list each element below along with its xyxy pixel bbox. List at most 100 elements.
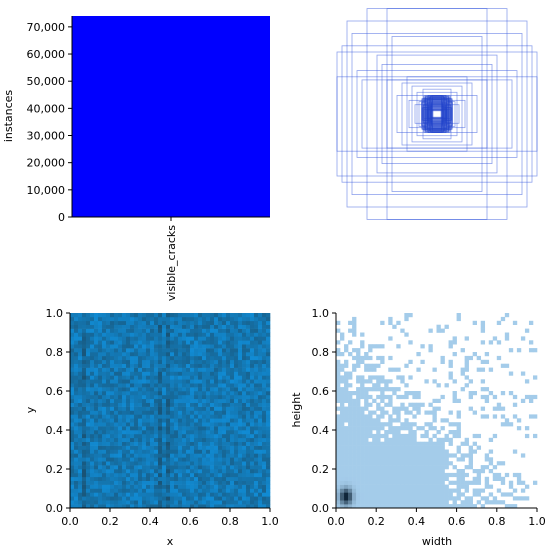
xy-heatmap-cell — [122, 500, 127, 505]
xy-heatmap-cell — [138, 441, 143, 446]
xy-heatmap-cell — [110, 387, 115, 392]
xy-heatmap-cell — [258, 461, 263, 466]
xy-heatmap-cell — [194, 410, 199, 415]
wh-heatmap-cell — [416, 476, 421, 481]
xy-heatmap-cell — [114, 313, 119, 318]
xy-heatmap-cell — [194, 367, 199, 372]
xy-heatmap-cell — [186, 379, 191, 384]
wh-heatmap-cell — [404, 476, 409, 481]
xy-heatmap-cell — [162, 414, 167, 419]
wh-heatmap-cell — [412, 484, 417, 489]
xy-heatmap-cell — [170, 461, 175, 466]
xy-heatmap-cell — [186, 320, 191, 325]
xy-heatmap-cell — [234, 313, 239, 318]
xy-heatmap-cell — [150, 328, 155, 333]
xy-heatmap-cell — [198, 449, 203, 454]
xy-heatmap-cell — [118, 348, 123, 353]
xy-heatmap-cell — [82, 426, 87, 431]
xy-heatmap-cell — [214, 449, 219, 454]
xy-heatmap-cell — [182, 422, 187, 427]
xy-heatmap-cell — [186, 387, 191, 392]
wh-heatmap-cell — [500, 316, 506, 322]
wh-heatmap-cell — [352, 430, 357, 435]
xy-heatmap-cell — [206, 437, 211, 442]
xy-heatmap-cell — [146, 332, 151, 337]
xy-heatmap-cell — [214, 355, 219, 361]
xy-heatmap-cell — [142, 453, 147, 458]
xy-heatmap-cell — [174, 336, 179, 341]
xy-heatmap-cell — [194, 500, 199, 505]
wh-heatmap-cell — [436, 398, 441, 403]
xy-heatmap-cell — [226, 484, 231, 489]
wh-x-tick-label: 0.6 — [448, 515, 466, 528]
xy-heatmap-cell — [218, 352, 223, 357]
xy-heatmap-cell — [226, 348, 231, 353]
wh-heatmap-cell — [432, 414, 437, 419]
xy-heatmap-cell — [134, 363, 139, 368]
xy-heatmap-cell — [186, 406, 191, 411]
wh-heatmap-cell — [372, 375, 377, 380]
xy-heatmap-cell — [78, 355, 83, 361]
xy-heatmap-cell — [114, 398, 119, 403]
wh-heatmap-cell — [348, 492, 353, 497]
wh-heatmap-cell — [348, 320, 353, 325]
wh-heatmap-cell — [464, 363, 469, 368]
wh-heatmap-cell — [392, 484, 397, 489]
xy-heatmap-cell — [90, 394, 95, 400]
xy-heatmap-cell — [98, 480, 103, 485]
xy-heatmap-cell — [86, 488, 91, 493]
xy-heatmap-cell — [74, 453, 79, 458]
wh-heatmap-cell — [440, 496, 445, 501]
wh-heatmap-cell — [368, 379, 373, 384]
wh-heatmap-cell — [408, 476, 413, 481]
xy-heatmap-cell — [126, 316, 131, 322]
wh-heatmap-cell — [368, 348, 373, 353]
xy-heatmap-cell — [162, 387, 167, 392]
xy-heatmap-cell — [118, 328, 123, 333]
xy-heatmap-cell — [190, 336, 195, 341]
xy-heatmap-cell — [146, 336, 151, 341]
xy-heatmap-cell — [238, 476, 243, 481]
xy-heatmap-cell — [202, 355, 207, 361]
xy-heatmap-cell — [166, 328, 171, 333]
xy-heatmap-cell — [206, 379, 211, 384]
xy-heatmap-cell — [162, 328, 167, 333]
xy-heatmap-cell — [170, 430, 175, 435]
xy-heatmap-cell — [250, 336, 255, 341]
xy-heatmap-cell — [110, 352, 115, 357]
xy-heatmap-cell — [158, 437, 163, 442]
xy-heatmap-cell — [110, 418, 115, 423]
xy-heatmap-cell — [246, 453, 251, 458]
xy-heatmap-cell — [214, 320, 219, 325]
wh-heatmap-cell — [484, 359, 490, 364]
xy-heatmap-cell — [202, 406, 207, 411]
wh-heatmap-cell — [364, 406, 369, 411]
xy-heatmap-cell — [122, 433, 127, 439]
xy-heatmap-cell — [158, 383, 163, 388]
xy-heatmap-cell — [122, 316, 127, 322]
xy-heatmap-cell — [258, 402, 263, 407]
xy-heatmap-cell — [166, 371, 171, 376]
xy-heatmap-cell — [182, 500, 187, 505]
wh-heatmap-cell — [360, 379, 365, 384]
wh-heatmap-cell — [344, 433, 349, 439]
xy-heatmap-cell — [86, 371, 91, 376]
xy-heatmap-cell — [230, 336, 235, 341]
wh-heatmap-cell — [400, 445, 405, 450]
xy-heatmap-cell — [178, 406, 183, 411]
wh-heatmap-cell — [472, 476, 477, 481]
xy-heatmap-cell — [174, 320, 179, 325]
xy-heatmap-cell — [122, 453, 127, 458]
xy-heatmap-cell — [242, 375, 247, 380]
xy-heatmap-cell — [70, 383, 75, 388]
xy-heatmap-cell — [126, 457, 131, 462]
wh-heatmap-cell — [408, 313, 413, 318]
xy-heatmap-cell — [178, 441, 183, 446]
wh-heatmap-cell — [360, 500, 365, 505]
xy-heatmap-cell — [238, 394, 243, 400]
xy-heatmap-cell — [162, 391, 167, 396]
wh-heatmap-cell — [368, 441, 373, 446]
xy-heatmap-cell — [174, 406, 179, 411]
xy-heatmap-cell — [118, 469, 123, 474]
xy-heatmap-cell — [182, 355, 187, 361]
